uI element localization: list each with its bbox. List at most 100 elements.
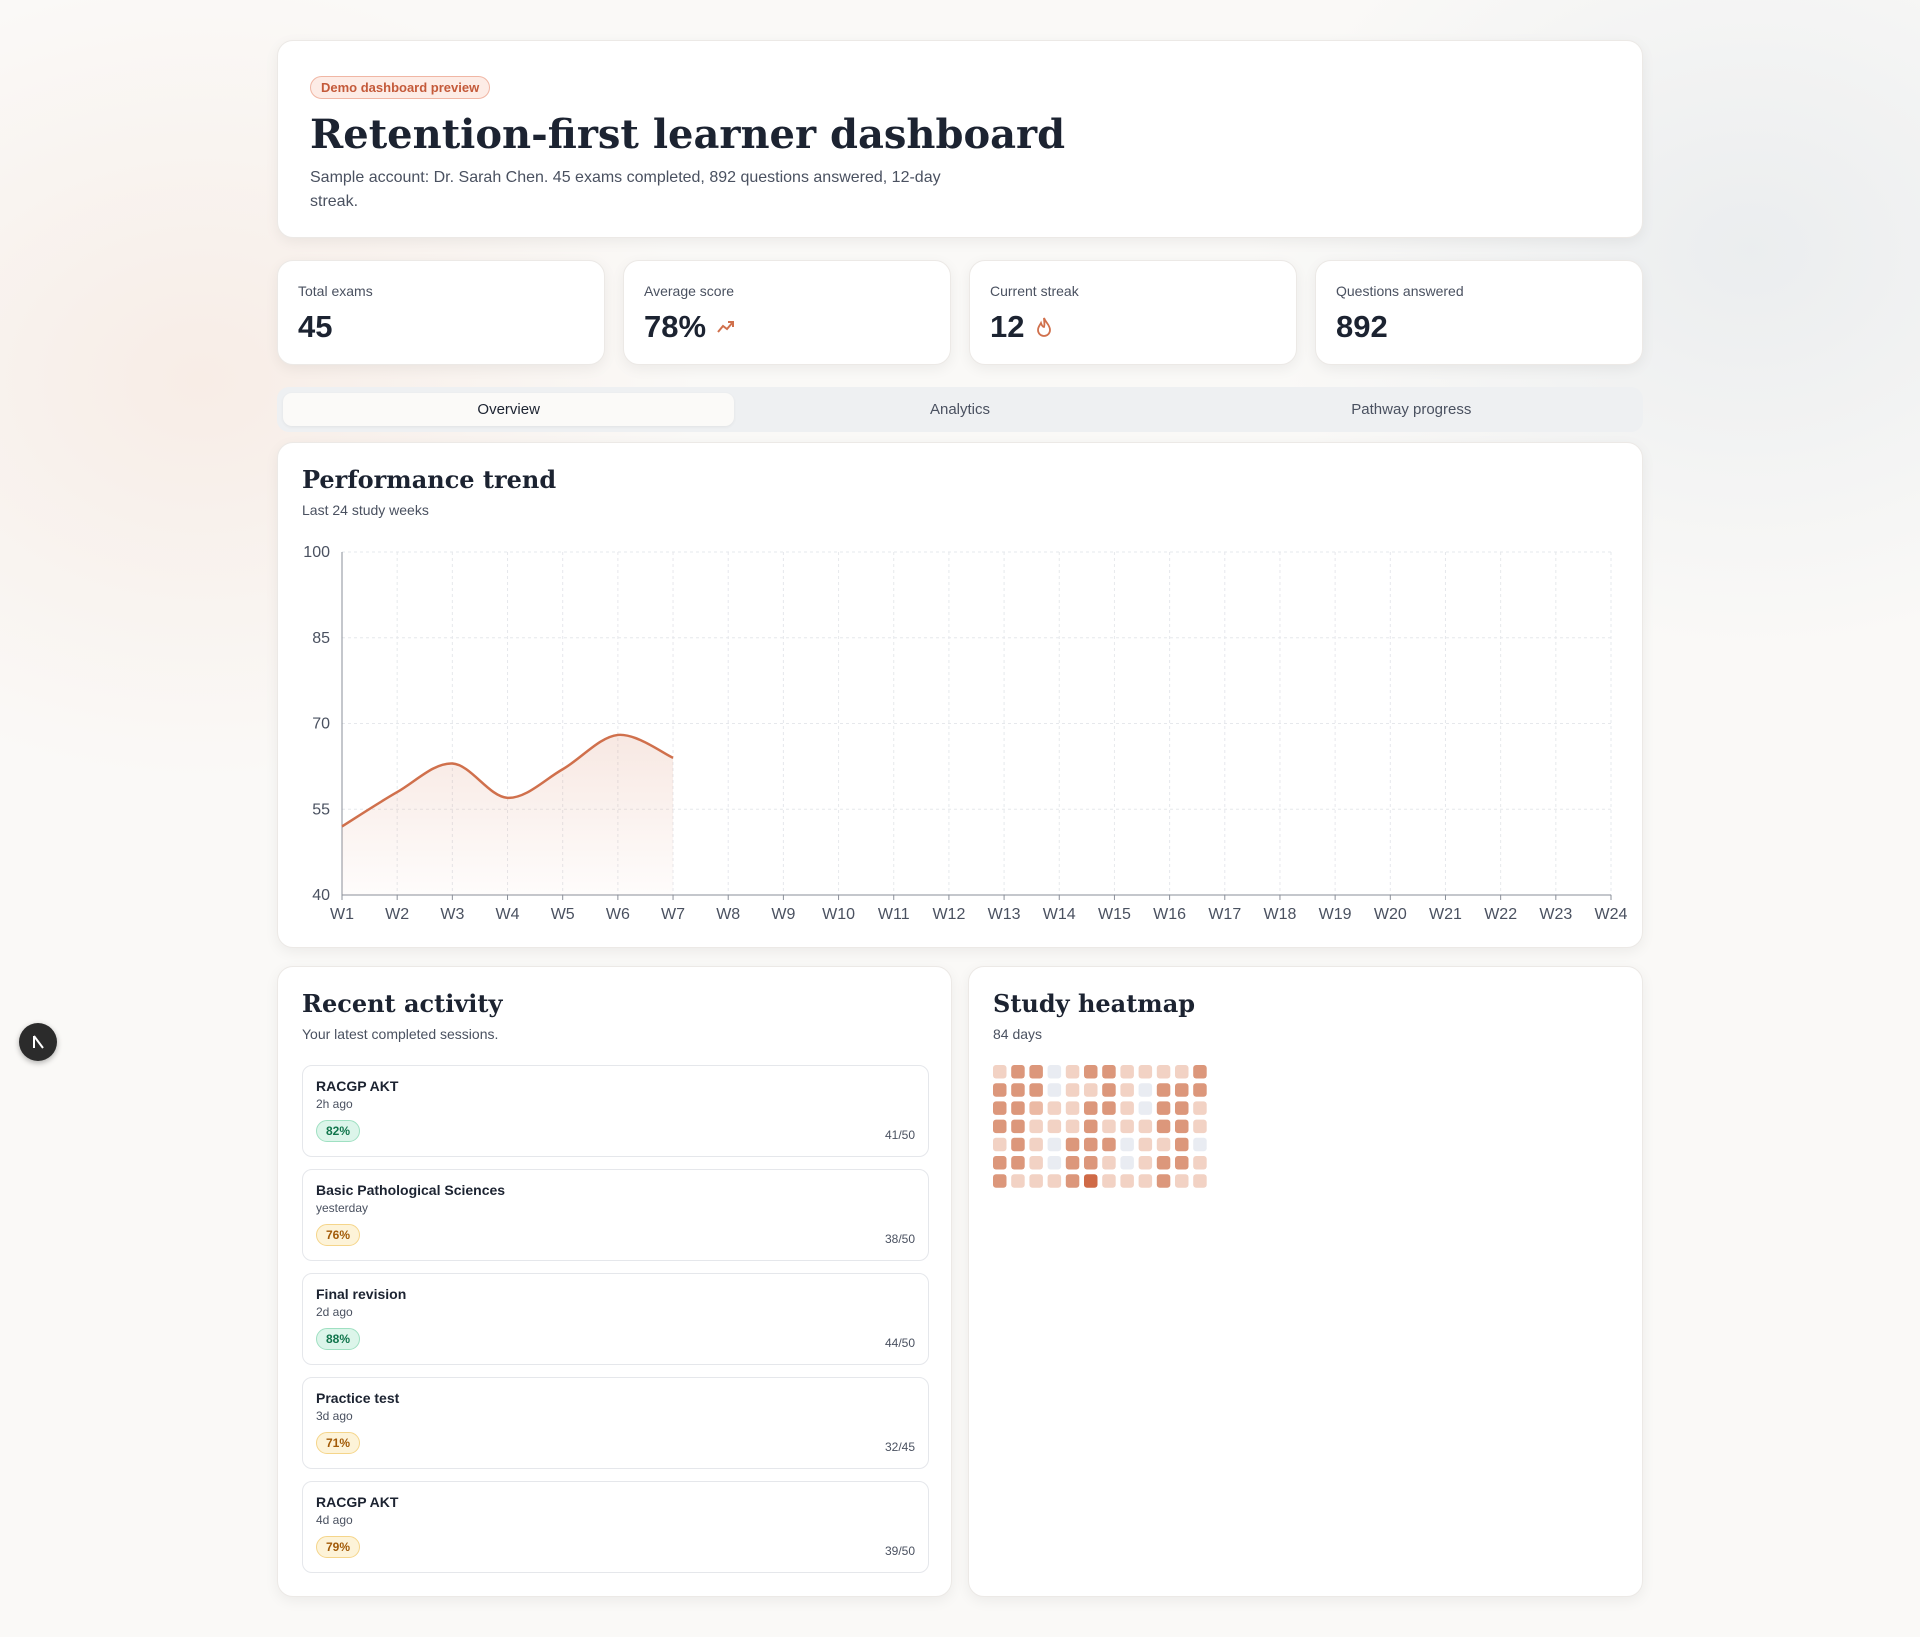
heat-cell (1084, 1065, 1098, 1079)
activity-item: RACGP AKT 2h ago 82% 41/50 (302, 1065, 929, 1157)
x-tick-label: W10 (822, 906, 855, 923)
heatmap-card: Study heatmap 84 days (968, 966, 1643, 1597)
trend-line (341, 733, 674, 828)
heat-cell (1011, 1137, 1025, 1152)
activity-card: Recent activity Your latest completed se… (277, 966, 952, 1597)
tab[interactable]: Analytics (929, 401, 990, 418)
heat-cell (1047, 1101, 1062, 1115)
x-tick-label: W15 (1098, 906, 1131, 923)
heat-cell (1193, 1065, 1207, 1079)
activity-time: 2d ago (316, 1305, 353, 1319)
heat-cell (1156, 1137, 1171, 1152)
stat-value: 45 (298, 309, 333, 344)
heat-cell (1084, 1083, 1098, 1097)
stat-value-row: 45 (298, 309, 584, 345)
activity-item: Final revision 2d ago 88% 44/50 (302, 1273, 929, 1365)
header-card: Demo dashboard preview Retention-first l… (277, 40, 1643, 238)
heat-cell (993, 1156, 1007, 1170)
heat-cell (1065, 1083, 1080, 1097)
stat-card: Total exams 45 (277, 260, 605, 365)
dev-button[interactable] (19, 1023, 57, 1061)
heat-cell (1047, 1065, 1062, 1079)
heat-cell (993, 1137, 1007, 1152)
activity-name: RACGP AKT (316, 1078, 399, 1094)
heat-cell (1120, 1101, 1134, 1115)
heat-cell (1065, 1101, 1080, 1115)
heat-cell (1120, 1174, 1134, 1188)
heat-cell (1138, 1137, 1153, 1152)
x-tick-label: W19 (1319, 906, 1352, 923)
heat-cell (1120, 1083, 1134, 1097)
x-tick-label: W12 (932, 906, 965, 923)
score-badge: 76% (316, 1224, 361, 1246)
chart: 40 55 70 85 100 W1 W2 W3 W4 W5 W6 W7 W8 W9 W10 W11 W12 W1… (303, 544, 1627, 923)
score-badge: 82% (316, 1120, 361, 1142)
chart-card: Performance trend Last 24 study weeks 40… (277, 442, 1643, 948)
demo-badge: Demo dashboard preview (310, 76, 491, 99)
heat-cell (1175, 1083, 1189, 1097)
heat-cell (1011, 1101, 1025, 1115)
x-tick-label: W18 (1264, 906, 1297, 923)
heat-cell (1047, 1174, 1062, 1188)
activity-result: 41/50 (884, 1128, 915, 1142)
heat-cell (1156, 1101, 1171, 1115)
heat-cell (1120, 1065, 1134, 1079)
heat-cell (1138, 1065, 1153, 1079)
x-tick-label: W5 (551, 906, 575, 923)
heat-cell (993, 1101, 1007, 1115)
x-tick-label: W22 (1484, 906, 1517, 923)
heat-cell (1156, 1174, 1171, 1188)
activity-item: Practice test 3d ago 71% 32/45 (302, 1377, 929, 1469)
stat-value-row: 78% (644, 309, 930, 345)
heat-cell (1047, 1137, 1062, 1152)
heat-cell (1175, 1119, 1189, 1134)
y-tick-label: 40 (312, 887, 330, 904)
y-tick-label: 85 (312, 630, 330, 647)
heat-cell (1156, 1065, 1171, 1079)
x-tick-label: W9 (771, 906, 795, 923)
tab[interactable]: Pathway progress (1351, 401, 1472, 418)
heatmap-title: Study heatmap (993, 989, 1196, 1018)
heat-cell (1193, 1156, 1207, 1170)
heat-cell (1175, 1137, 1189, 1152)
page-title: Retention-first learner dashboard (310, 111, 1066, 158)
x-tick-label: W8 (716, 906, 740, 923)
heat-cell (1120, 1119, 1134, 1134)
x-tick-label: W20 (1374, 906, 1407, 923)
activity-time: 2h ago (316, 1097, 353, 1111)
heat-cell (1065, 1119, 1080, 1134)
activity-item: Basic Pathological Sciences yesterday 76% 3… (302, 1169, 929, 1261)
activity-time: 3d ago (316, 1409, 353, 1423)
heat-cell (1138, 1174, 1153, 1188)
heat-cell (1120, 1137, 1134, 1152)
heat-cell (1193, 1119, 1207, 1134)
stat-value: 78% (644, 309, 707, 344)
heat-cell (1102, 1119, 1116, 1134)
tab[interactable]: Overview (283, 393, 735, 426)
heat-cell (1029, 1137, 1043, 1152)
y-tick-label: 100 (303, 544, 330, 561)
activity-result: 44/50 (884, 1336, 915, 1350)
heat-cell (1102, 1101, 1116, 1115)
heat-cell (1029, 1174, 1043, 1188)
stat-value: 12 (990, 309, 1025, 344)
heat-cell (1175, 1174, 1189, 1188)
activity-name: Practice test (316, 1390, 400, 1406)
heat-cell (1011, 1083, 1025, 1097)
tabs: Overview Analytics Pathway progress (277, 387, 1643, 432)
stat-icon (716, 317, 736, 337)
page-subtitle: Sample account: Dr. Sarah Chen. 45 exams… (310, 169, 941, 210)
stat-label: Questions answered (1336, 283, 1464, 299)
heat-cell (993, 1083, 1007, 1097)
x-tick-label: W1 (330, 906, 354, 923)
heat-cell (1175, 1065, 1189, 1079)
x-tick-label: W23 (1539, 906, 1572, 923)
y-tick-label: 55 (312, 801, 330, 818)
heat-cell (1138, 1156, 1153, 1170)
heat-cell (1029, 1156, 1043, 1170)
x-tick-label: W7 (661, 906, 685, 923)
heat-cell (1065, 1156, 1080, 1170)
heat-cell (1120, 1156, 1134, 1170)
score-badge: 79% (316, 1536, 361, 1558)
heat-cell (1029, 1083, 1043, 1097)
